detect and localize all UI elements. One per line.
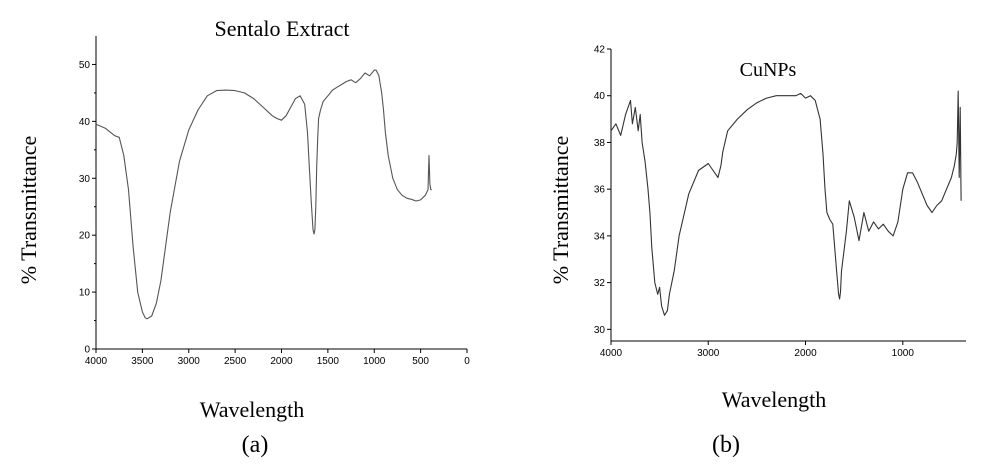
y-axis-label: % Transmittance	[548, 136, 573, 285]
y-tick-label: 42	[594, 45, 606, 56]
x-tick-label: 2500	[224, 356, 247, 367]
panel-label: (b)	[712, 432, 740, 458]
y-tick-label: 50	[79, 60, 91, 71]
y-tick-label: 0	[84, 345, 90, 356]
x-axis-label: Wavelength	[200, 397, 305, 422]
x-tick-label: 2000	[794, 348, 817, 359]
x-tick-label: 3000	[697, 348, 720, 359]
y-axis-label: % Transmittance	[16, 136, 41, 285]
y-tick-label: 10	[79, 288, 91, 299]
y-tick-label: 20	[79, 231, 91, 242]
y-tick-label: 38	[594, 138, 606, 149]
x-tick-label: 3500	[131, 356, 154, 367]
chart-title: Sentalo Extract	[214, 16, 349, 41]
x-tick-label: 1000	[892, 348, 915, 359]
x-tick-label: 1500	[317, 356, 340, 367]
y-tick-label: 34	[594, 231, 606, 242]
x-tick-label: 2000	[270, 356, 293, 367]
x-tick-label: 4000	[85, 356, 108, 367]
x-tick-label: 3000	[178, 356, 201, 367]
panel-label: (a)	[242, 432, 269, 458]
x-tick-label: 500	[412, 356, 429, 367]
chart-title: CuNPs	[740, 59, 797, 81]
x-tick-label: 4000	[600, 348, 623, 359]
y-tick-label: 40	[594, 91, 606, 102]
chart-panel-a: Sentalo Extract % Transmittance Waveleng…	[16, 16, 470, 458]
x-tick-label: 1000	[363, 356, 386, 367]
x-tick-label: 0	[464, 356, 470, 367]
spectrum-line	[610, 90, 962, 316]
y-tick-label: 30	[594, 325, 606, 336]
y-tick-label: 40	[79, 117, 91, 128]
y-tick-label: 30	[79, 174, 91, 185]
y-tick-label: 32	[594, 278, 606, 289]
y-tick-label: 36	[594, 185, 606, 196]
x-axis-label: Wavelength	[722, 387, 827, 412]
chart-panel-b: CuNPs % Transmittance Wavelength (b) 30 3…	[548, 45, 966, 458]
spectrum-line	[95, 69, 432, 320]
